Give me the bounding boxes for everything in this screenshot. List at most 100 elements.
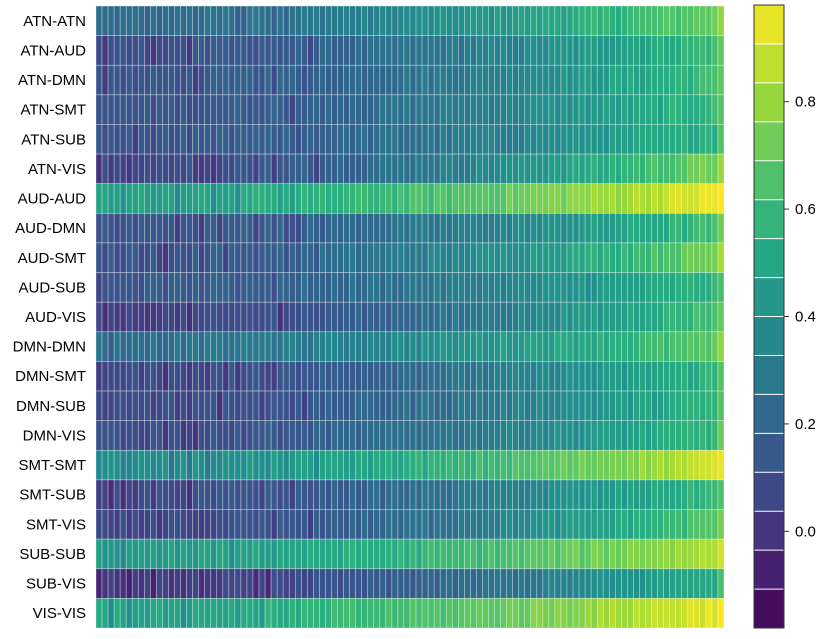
heatmap-cell bbox=[596, 598, 604, 629]
heatmap-cell bbox=[385, 35, 393, 66]
heatmap-cell bbox=[717, 509, 725, 540]
heatmap-cell bbox=[464, 598, 471, 629]
heatmap-cell bbox=[705, 568, 713, 599]
heatmap-cell bbox=[385, 153, 393, 185]
heatmap-cell bbox=[663, 124, 670, 155]
heatmap-cell bbox=[584, 449, 592, 481]
heatmap-cell bbox=[204, 390, 212, 421]
heatmap-cell bbox=[415, 5, 423, 36]
heatmap-cell bbox=[234, 153, 242, 185]
heatmap-cell bbox=[596, 213, 604, 244]
heatmap-cell bbox=[596, 64, 604, 96]
heatmap-cell bbox=[270, 390, 278, 421]
heatmap-cell bbox=[119, 361, 127, 392]
heatmap-cell bbox=[663, 479, 670, 510]
heatmap-cell bbox=[657, 331, 664, 362]
heatmap-cell bbox=[107, 420, 115, 451]
heatmap-cell bbox=[288, 331, 296, 362]
heatmap-cell bbox=[113, 153, 121, 185]
heatmap-cell bbox=[615, 361, 622, 392]
heatmap-cell bbox=[276, 64, 284, 96]
heatmap-cell bbox=[162, 331, 169, 362]
heatmap-cell bbox=[288, 568, 296, 599]
heatmap-cell bbox=[379, 538, 387, 570]
heatmap-cell bbox=[113, 272, 121, 303]
heatmap-cell bbox=[144, 124, 151, 155]
heatmap-cell bbox=[276, 361, 284, 392]
heatmap-cell bbox=[282, 479, 290, 510]
heatmap-cell bbox=[524, 301, 532, 333]
heatmap-cell bbox=[657, 361, 664, 392]
heatmap-cell bbox=[518, 153, 526, 185]
heatmap-cell bbox=[276, 153, 284, 185]
heatmap-cell bbox=[488, 568, 495, 599]
heatmap-cell bbox=[307, 183, 314, 214]
heatmap-cell bbox=[464, 124, 471, 155]
heatmap-cell bbox=[657, 449, 664, 481]
heatmap-cell bbox=[645, 183, 652, 214]
heatmap-cell bbox=[421, 5, 429, 36]
heatmap-cell bbox=[409, 242, 417, 273]
heatmap-cell bbox=[476, 420, 483, 451]
heatmap-cell bbox=[373, 124, 381, 155]
heatmap-cell bbox=[210, 538, 218, 570]
heatmap-cell bbox=[125, 361, 133, 392]
heatmap-cell bbox=[192, 94, 199, 125]
heatmap-cell bbox=[294, 213, 302, 244]
heatmap-cell bbox=[174, 242, 181, 273]
heatmap-cell bbox=[699, 272, 707, 303]
heatmap-cell bbox=[476, 94, 483, 125]
heatmap-cell bbox=[144, 242, 151, 273]
heatmap-cell bbox=[711, 479, 719, 510]
heatmap-cell bbox=[150, 213, 157, 244]
heatmap-cell bbox=[240, 213, 248, 244]
heatmap-cell bbox=[675, 124, 683, 155]
heatmap-cell bbox=[228, 35, 236, 66]
heatmap-cell bbox=[488, 509, 495, 540]
heatmap-cell bbox=[645, 242, 652, 273]
heatmap-cell bbox=[572, 568, 580, 599]
heatmap-cell bbox=[125, 420, 133, 451]
heatmap-cell bbox=[524, 213, 532, 244]
heatmap-cell bbox=[192, 301, 199, 333]
heatmap-cell bbox=[500, 124, 507, 155]
heatmap-cell bbox=[355, 361, 362, 392]
heatmap-cell bbox=[615, 183, 622, 214]
heatmap-cell bbox=[705, 390, 713, 421]
heatmap-cell bbox=[554, 64, 562, 96]
heatmap-cell bbox=[391, 598, 399, 629]
heatmap-cell bbox=[144, 301, 151, 333]
heatmap-cell bbox=[373, 5, 381, 36]
heatmap-cell bbox=[584, 598, 592, 629]
heatmap-cell bbox=[476, 361, 483, 392]
heatmap-cell bbox=[415, 124, 423, 155]
heatmap-cell bbox=[101, 183, 109, 214]
heatmap-cell bbox=[615, 331, 622, 362]
heatmap-cell bbox=[125, 390, 133, 421]
heatmap-cell bbox=[228, 124, 236, 155]
heatmap-cell bbox=[180, 449, 187, 481]
heatmap-cell bbox=[258, 153, 266, 185]
heatmap-cell bbox=[705, 331, 713, 362]
heatmap-cell bbox=[367, 598, 375, 629]
heatmap-cell bbox=[590, 183, 598, 214]
heatmap-cell bbox=[530, 479, 538, 510]
heatmap-cell bbox=[554, 331, 562, 362]
heatmap-cell bbox=[349, 479, 356, 510]
heatmap-cell bbox=[162, 35, 169, 66]
heatmap-cell bbox=[168, 538, 175, 570]
heatmap-cell bbox=[313, 64, 320, 96]
heatmap-cell bbox=[633, 479, 640, 510]
heatmap-cell bbox=[361, 35, 369, 66]
heatmap-cell bbox=[596, 331, 604, 362]
heatmap-cell bbox=[530, 509, 538, 540]
heatmap-cell bbox=[421, 64, 429, 96]
heatmap-cell bbox=[192, 213, 199, 244]
heatmap-cell bbox=[216, 94, 224, 125]
row-label: ATN-VIS bbox=[28, 161, 86, 178]
heatmap-cell bbox=[578, 153, 586, 185]
heatmap-cell bbox=[119, 420, 127, 451]
heatmap-cell bbox=[633, 5, 640, 36]
heatmap-cell bbox=[204, 183, 212, 214]
heatmap-cell bbox=[156, 538, 163, 570]
